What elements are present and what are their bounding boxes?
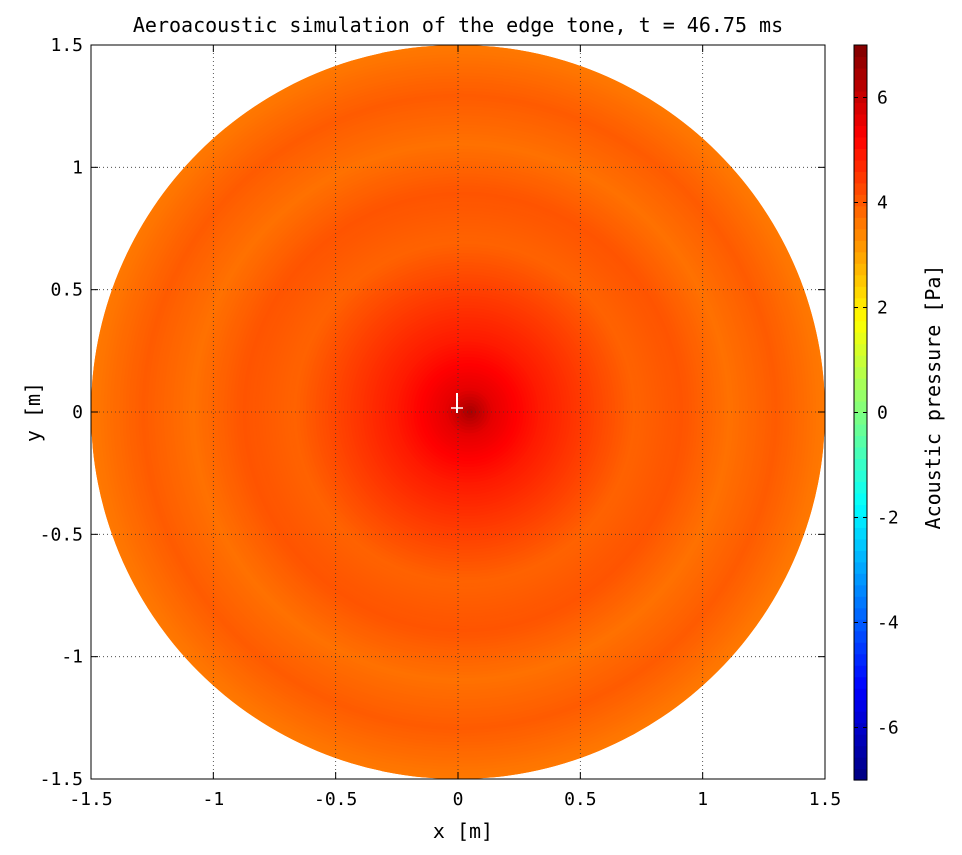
- colorbar-segment: [854, 182, 867, 195]
- colorbar-segment: [854, 136, 867, 149]
- colorbar-label: Acoustic pressure [Pa]: [921, 265, 945, 530]
- colorbar-segment: [854, 194, 867, 207]
- colorbar-segment: [854, 56, 867, 69]
- colorbar-segment: [854, 90, 867, 104]
- colorbar-segment: [854, 538, 867, 551]
- colorbar-segment: [854, 734, 867, 747]
- colorbar-segment: [854, 699, 867, 712]
- x-axis-label: x [m]: [433, 819, 493, 843]
- colorbar-segment: [854, 688, 867, 701]
- y-tick-label: -0.5: [40, 524, 83, 545]
- x-tick-label: 1: [697, 789, 708, 810]
- colorbar-segment: [854, 263, 867, 276]
- colorbar-tick-label: -6: [877, 718, 899, 739]
- colorbar-tick-label: 0: [877, 403, 888, 424]
- colorbar-segment: [854, 584, 867, 597]
- colorbar-segment: [854, 355, 867, 368]
- colorbar-segment: [854, 550, 867, 563]
- colorbar-segment: [854, 446, 867, 460]
- colorbar-segment: [854, 343, 867, 356]
- x-tick-label: -1: [202, 789, 224, 810]
- colorbar-tick-label: 2: [877, 298, 888, 319]
- colorbar-segment: [854, 274, 867, 287]
- plot-area: -1.5 -1 -0.5 0 0.5 1 1.5 -1.5 -1 -0.5 0 0.5 1 1.5: [40, 35, 842, 810]
- colorbar-tick-label: -4: [877, 613, 899, 634]
- y-axis: -1.5 -1 -0.5 0 0.5 1 1.5: [40, 35, 825, 790]
- y-tick-label: 1.5: [50, 35, 83, 56]
- colorbar-segment: [854, 607, 867, 620]
- colorbar-segment: [854, 757, 867, 770]
- colorbar-segment: [854, 205, 867, 218]
- colorbar-segment: [854, 79, 867, 92]
- colorbar-segment: [854, 45, 867, 58]
- x-tick-label: -1.5: [69, 789, 112, 810]
- colorbar-segment: [854, 332, 867, 345]
- y-tick-label: 0: [72, 402, 83, 423]
- colorbar-segment: [854, 297, 867, 310]
- colorbar-segment: [854, 217, 867, 230]
- colorbar-segment: [854, 423, 867, 437]
- colorbar-segment: [854, 642, 867, 655]
- colorbar-segment: [854, 67, 867, 81]
- x-axis: -1.5 -1 -0.5 0 0.5 1 1.5: [69, 45, 841, 810]
- field-band: [467, 408, 474, 416]
- colorbar-ticks: -6 -4 -2 0 2 4 6: [854, 88, 899, 739]
- colorbar-segment: [854, 159, 867, 172]
- colorbar-segment: [854, 676, 867, 689]
- colorbar-segment: [854, 481, 867, 494]
- colorbar-segment: [854, 492, 867, 505]
- colorbar-segment: [854, 515, 867, 528]
- colorbar-segment: [854, 171, 867, 184]
- colorbar-segment: [854, 458, 867, 471]
- x-tick-label: -0.5: [314, 789, 357, 810]
- colorbar-segment: [854, 653, 867, 666]
- colorbar-segment: [854, 596, 867, 609]
- colorbar-segment: [854, 309, 867, 322]
- colorbar-tick-label: 6: [877, 88, 888, 109]
- colorbar-segment: [854, 113, 867, 126]
- x-tick-label: 0: [453, 789, 464, 810]
- y-tick-label: 1: [72, 157, 83, 178]
- colorbar-segment: [854, 711, 867, 724]
- colorbar-segment: [854, 401, 867, 414]
- colorbar-segment: [854, 240, 867, 253]
- colorbar-segment: [854, 561, 867, 574]
- colorbar-tick-label: -2: [877, 508, 899, 529]
- colorbar-segment: [854, 768, 867, 781]
- colorbar-segment: [854, 125, 867, 138]
- colorbar-segment: [854, 745, 867, 758]
- colorbar-segment: [854, 148, 867, 161]
- y-tick-label: 0.5: [50, 280, 83, 301]
- y-tick-label: -1: [61, 647, 83, 668]
- colorbar-segment: [854, 389, 867, 402]
- colorbar-segment: [854, 320, 867, 333]
- colorbar-segment: [854, 251, 867, 264]
- colorbar: -6 -4 -2 0 2 4 6 Acoustic pressure [Pa]: [853, 44, 945, 781]
- colorbar-segment: [854, 228, 867, 241]
- colorbar-segment: [854, 286, 867, 299]
- x-tick-label: 0.5: [564, 789, 597, 810]
- colorbar-segment: [854, 722, 867, 735]
- colorbar-segment: [854, 378, 867, 391]
- y-tick-label: -1.5: [40, 769, 83, 790]
- colorbar-segment: [854, 527, 867, 540]
- colorbar-segment: [854, 630, 867, 643]
- y-axis-label: y [m]: [21, 382, 45, 442]
- colorbar-segment: [854, 435, 867, 448]
- colorbar-segment: [854, 469, 867, 483]
- colorbar-gradient: [854, 45, 867, 781]
- colorbar-tick-label: 4: [877, 193, 888, 214]
- edge-tone-source-marker: [451, 393, 463, 413]
- pressure-field: [91, 45, 825, 779]
- colorbar-segment: [854, 366, 867, 379]
- colorbar-segment: [854, 504, 867, 517]
- colorbar-segment: [854, 412, 867, 425]
- colorbar-segment: [854, 619, 867, 632]
- colorbar-segment: [854, 665, 867, 678]
- x-tick-label: 1.5: [809, 789, 842, 810]
- colorbar-segment: [854, 102, 867, 115]
- colorbar-segment: [854, 573, 867, 586]
- chart-title: Aeroacoustic simulation of the edge tone…: [133, 13, 783, 37]
